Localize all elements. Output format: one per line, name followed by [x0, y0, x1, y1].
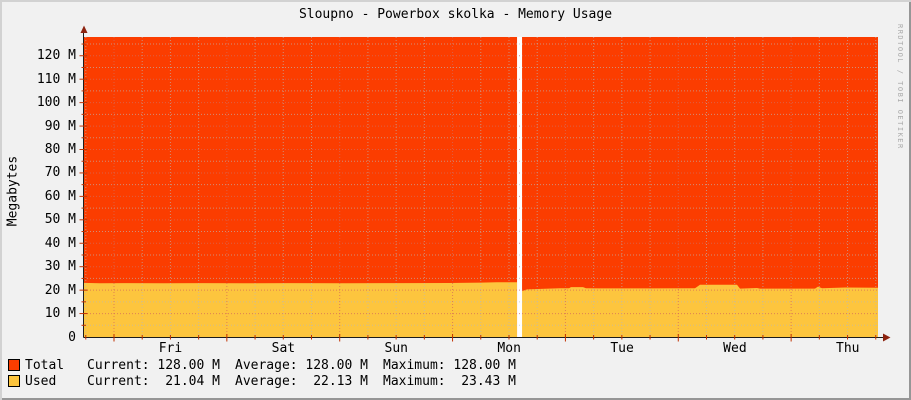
x-tick-label: Sun [384, 341, 409, 356]
y-tick-label: 20 M [44, 282, 76, 298]
used-area [84, 282, 517, 337]
legend: Total Current: 128.00 M Average: 128.00 … [8, 357, 516, 389]
x-tick-label: Fri [158, 341, 183, 356]
legend-current-value: 21.04 M [165, 373, 220, 389]
y-tick-label: 40 M [44, 235, 76, 251]
x-tick-label: Wed [723, 341, 747, 356]
x-axis-arrow [883, 333, 891, 342]
legend-average-value: 128.00 M [305, 357, 368, 373]
legend-maximum-label: Maximum: [383, 357, 446, 373]
legend-current-label: Current: [87, 373, 150, 389]
chart-title: Sloupno - Powerbox skolka - Memory Usage [298, 7, 613, 22]
y-axis-arrow [80, 25, 88, 33]
y-tick-label: 50 M [44, 212, 76, 228]
y-tick-label: 60 M [44, 188, 76, 204]
x-tick-label: Thu [835, 341, 860, 356]
x-tick-label: Sat [271, 341, 296, 356]
data-gap [517, 37, 523, 337]
legend-current-value: 128.00 M [157, 357, 220, 373]
legend-average-value: 22.13 M [313, 373, 368, 389]
legend-series-name: Total [25, 357, 65, 373]
used-color-swatch [8, 375, 20, 387]
total-color-swatch [8, 359, 20, 371]
x-tick-label: Mon [497, 341, 521, 356]
y-tick-label: 70 M [44, 165, 76, 181]
y-tick-label: 10 M [44, 306, 76, 322]
legend-average-label: Average: [235, 357, 298, 373]
y-tick-label: 30 M [44, 259, 76, 275]
used-area [522, 284, 878, 337]
legend-row-used: Used Current: 21.04 M Average: 22.13 M M… [8, 373, 516, 389]
legend-maximum-value: 128.00 M [453, 357, 516, 373]
y-tick-label: 120 M [36, 48, 76, 64]
y-tick-label: 0 [68, 329, 76, 345]
x-tick-label: Tue [610, 341, 634, 356]
legend-series-name: Used [25, 373, 57, 389]
legend-current-label: Current: [87, 357, 150, 373]
legend-maximum-value: 23.43 M [461, 373, 516, 389]
y-tick-label: 90 M [44, 118, 76, 134]
rrdtool-watermark: RRDTOOL / TOBI OETIKER [896, 24, 904, 150]
y-tick-label: 110 M [36, 71, 76, 87]
y-tick-label: 100 M [36, 95, 76, 111]
legend-average-label: Average: [235, 373, 298, 389]
legend-row-total: Total Current: 128.00 M Average: 128.00 … [8, 357, 516, 373]
y-tick-label: 80 M [44, 142, 76, 157]
legend-maximum-label: Maximum: [383, 373, 446, 389]
